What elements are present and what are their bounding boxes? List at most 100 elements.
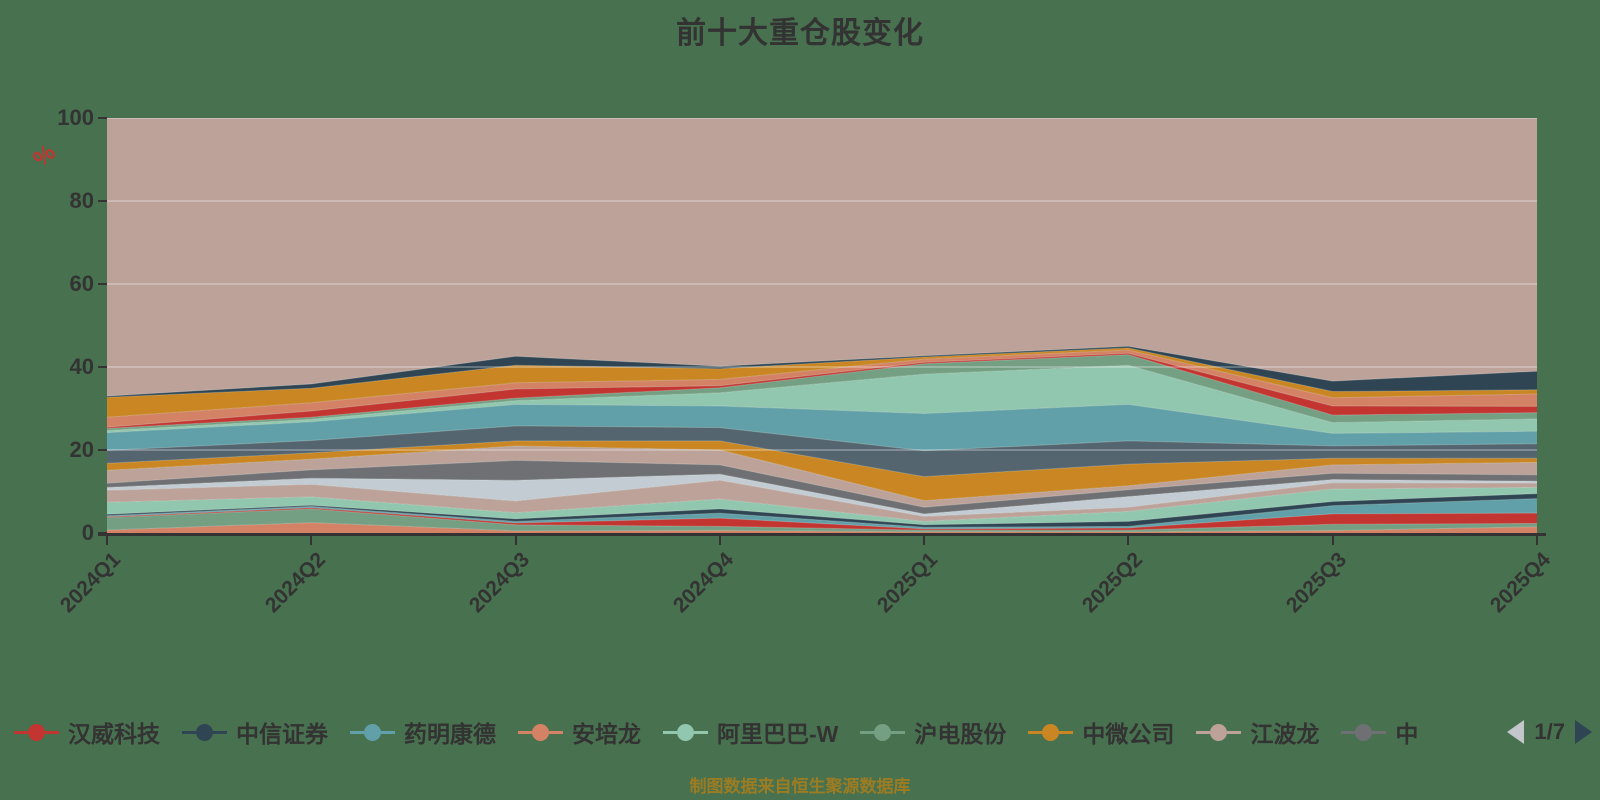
legend-item-label: 汉威科技 (68, 721, 160, 747)
x-axis-tick-label-2025Q4: 2025Q4 (1486, 548, 1556, 618)
area-band-edge (107, 364, 1537, 431)
legend-item-沪电股份[interactable]: 沪电股份 (860, 715, 1006, 749)
legend-item-label: 中信证券 (236, 721, 328, 747)
legend-item-中信证券[interactable]: 中信证券 (182, 715, 328, 749)
plot-area (107, 118, 1537, 533)
x-axis-tick-label-2024Q1: 2024Q1 (56, 548, 126, 618)
chart-caption: 制图数据来自恒生聚源数据库 (689, 777, 911, 796)
legend: 汉威科技 中信证券 药明康德 安培龙 阿里巴巴-W 沪电股份 中微公司 江波龙 中 1/7 (14, 710, 1592, 754)
area-series-band-rose-top-rest (107, 118, 1537, 397)
x-axis-tick-label-2025Q3: 2025Q3 (1281, 548, 1351, 618)
area-series-band-mint-1 (107, 487, 1537, 525)
area-series-band-sage-2 (107, 354, 1537, 431)
chart-title: 前十大重仓股变化 (676, 17, 924, 50)
y-axis-tick (98, 200, 107, 202)
legend-line-circle-icon (14, 723, 59, 741)
legend-item-label: 药明康德 (404, 721, 496, 747)
legend-line-circle-icon (860, 723, 906, 741)
legend-item-安培龙[interactable]: 安培龙 (518, 715, 641, 749)
area-series-band-gray-1 (107, 460, 1537, 514)
y-axis-tick-label-0: 0 (81, 520, 94, 545)
y-axis-tick (98, 117, 107, 119)
y-axis-tick-label-100: 100 (57, 105, 94, 130)
area-band-edge (107, 347, 1537, 398)
x-axis-tick-label-2024Q3: 2024Q3 (464, 548, 534, 618)
legend-item-江波龙[interactable]: 江波龙 (1196, 715, 1319, 749)
x-axis-tick-label-2024Q2: 2024Q2 (260, 548, 330, 618)
area-band-edge (107, 352, 1537, 428)
y-axis-tick (98, 366, 107, 368)
area-band-edge (107, 445, 1537, 502)
legend-item-label: 阿里巴巴-W (717, 721, 839, 747)
y-axis-tick-label-40: 40 (69, 354, 94, 379)
x-axis-tick (106, 536, 108, 545)
legend-item-label: 安培龙 (572, 721, 641, 747)
legend-line-circle-icon (182, 723, 227, 741)
area-series-band-slate-1 (107, 425, 1537, 477)
x-axis-line (98, 533, 1546, 536)
area-band-edge (107, 345, 1537, 397)
legend-item-label: 中微公司 (1082, 721, 1175, 747)
legend-item-汉威科技[interactable]: 汉威科技 (14, 715, 160, 749)
area-band-edge (107, 473, 1537, 515)
area-series-band-teal-2 (107, 404, 1537, 451)
y-axis-tick (98, 283, 107, 285)
y-axis-tick-label-20: 20 (69, 437, 94, 462)
legend-item-label: 沪电股份 (914, 721, 1007, 747)
legend-item-label: 江波龙 (1250, 721, 1320, 747)
x-axis-tick (514, 536, 517, 545)
legend-line-circle-icon (1341, 723, 1387, 741)
x-axis-tick (1127, 536, 1130, 545)
legend-item-药明康德[interactable]: 药明康德 (350, 715, 496, 749)
area-series-band-sage-1 (107, 508, 1537, 532)
legend-line-circle-icon (663, 723, 708, 741)
legend-item-中微公司[interactable]: 中微公司 (1028, 715, 1174, 749)
area-band-edge (107, 486, 1537, 522)
area-series-band-navy-1 (107, 493, 1537, 528)
x-axis-tick (310, 536, 313, 545)
legend-pager: 1/7 (1507, 719, 1592, 745)
y-axis-unit-label: % (27, 138, 61, 172)
area-band-edge (107, 507, 1537, 530)
legend-item-中[interactable]: 中 (1341, 715, 1418, 749)
area-series-band-red-2 (107, 353, 1537, 429)
stacked-area-chart-svg (107, 118, 1537, 533)
area-band-edge (107, 354, 1537, 429)
legend-next-page-icon[interactable] (1575, 720, 1592, 744)
legend-line-circle-icon (1196, 723, 1242, 741)
area-series-band-silver-1 (107, 474, 1537, 517)
x-axis-tick-label-2025Q1: 2025Q1 (873, 548, 943, 618)
area-band-edge (107, 459, 1537, 508)
y-axis-tick-label-80: 80 (69, 188, 94, 213)
area-series-band-red-1 (107, 507, 1537, 531)
area-series-band-gold-1 (107, 440, 1537, 501)
x-axis-tick (718, 536, 721, 545)
area-series-band-rose-1 (107, 480, 1537, 522)
area-band-edge (107, 508, 1537, 531)
area-band-edge (107, 440, 1537, 478)
legend-prev-page-icon[interactable] (1507, 720, 1525, 744)
y-axis-tick-label-60: 60 (69, 271, 94, 296)
area-series-band-gold-2 (107, 347, 1537, 418)
x-axis-tick-label-2024Q4: 2024Q4 (669, 548, 739, 618)
legend-line-circle-icon (350, 723, 395, 741)
area-series-band-teal-1 (107, 498, 1537, 529)
legend-item-label: 中 (1395, 721, 1419, 747)
area-series-band-navy-2 (107, 346, 1537, 398)
legend-line-circle-icon (1028, 723, 1074, 741)
area-series-band-rose-2 (107, 445, 1537, 508)
x-axis-tick-label-2025Q2: 2025Q2 (1077, 548, 1147, 618)
legend-line-circle-icon (518, 723, 563, 741)
area-band-edge (107, 479, 1537, 517)
y-axis-tick (98, 532, 107, 534)
area-band-edge (107, 493, 1537, 526)
y-axis-tick (98, 449, 107, 451)
x-axis-tick (1536, 536, 1538, 545)
x-axis-tick (1331, 536, 1334, 545)
area-series-band-salmon-1 (107, 522, 1537, 533)
area-band-edge (107, 425, 1537, 452)
legend-item-阿里巴巴-W[interactable]: 阿里巴巴-W (663, 715, 838, 749)
area-band-edge (107, 349, 1537, 418)
area-band-edge (107, 522, 1537, 533)
